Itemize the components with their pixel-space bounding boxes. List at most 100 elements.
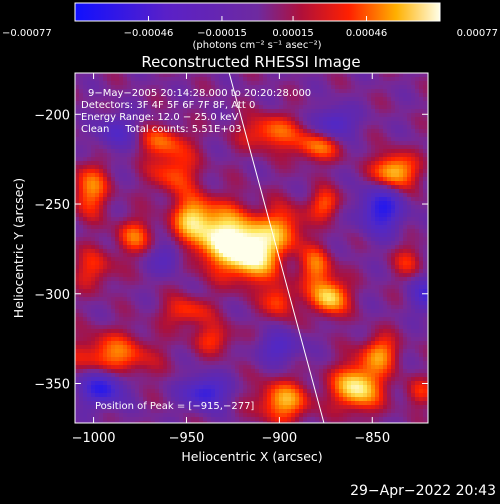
- heatmap-cell: [199, 325, 203, 329]
- heatmap-cell: [211, 305, 215, 309]
- heatmap-cell: [167, 225, 171, 229]
- heatmap-cell: [215, 209, 219, 213]
- heatmap-cell: [171, 213, 175, 217]
- heatmap-cell: [175, 269, 179, 273]
- heatmap-cell: [227, 293, 231, 297]
- heatmap-cell: [179, 233, 183, 237]
- heatmap-cell: [99, 385, 103, 389]
- heatmap-cell: [107, 317, 111, 321]
- heatmap-cell: [267, 137, 271, 141]
- heatmap-cell: [151, 325, 155, 329]
- heatmap-cell: [195, 141, 199, 145]
- heatmap-cell: [139, 281, 143, 285]
- heatmap-cell: [255, 301, 259, 305]
- heatmap-cell: [143, 305, 147, 309]
- heatmap-cell: [251, 265, 255, 269]
- heatmap-cell: [247, 221, 251, 225]
- heatmap-cell: [99, 81, 103, 85]
- heatmap-cell: [151, 165, 155, 169]
- heatmap-cell: [203, 393, 207, 397]
- heatmap-cell: [279, 121, 283, 125]
- heatmap-cell: [295, 181, 299, 185]
- heatmap-cell: [155, 293, 159, 297]
- heatmap-cell: [227, 177, 231, 181]
- heatmap-cell: [115, 265, 119, 269]
- heatmap-cell: [275, 233, 279, 237]
- heatmap-cell: [207, 285, 211, 289]
- heatmap-cell: [231, 237, 235, 241]
- heatmap-cell: [167, 189, 171, 193]
- heatmap-cell: [187, 297, 191, 301]
- heatmap-cell: [87, 305, 91, 309]
- heatmap-cell: [107, 197, 111, 201]
- heatmap-cell: [107, 361, 111, 365]
- heatmap-cell: [75, 257, 79, 261]
- heatmap-cell: [135, 381, 139, 385]
- heatmap-cell: [243, 165, 247, 169]
- heatmap-cell: [183, 245, 187, 249]
- heatmap-cell: [179, 77, 183, 81]
- heatmap-cell: [259, 165, 263, 169]
- heatmap-cell: [91, 169, 95, 173]
- heatmap-cell: [223, 265, 227, 269]
- heatmap-cell: [87, 253, 91, 257]
- heatmap-cell: [263, 225, 267, 229]
- heatmap-cell: [171, 341, 175, 345]
- heatmap-cell: [199, 225, 203, 229]
- heatmap-cell: [255, 321, 259, 325]
- heatmap-cell: [191, 377, 195, 381]
- heatmap-cell: [207, 233, 211, 237]
- heatmap-cell: [275, 329, 279, 333]
- heatmap-cell: [211, 137, 215, 141]
- heatmap-cell: [159, 289, 163, 293]
- heatmap-cell: [255, 133, 259, 137]
- heatmap-cell: [139, 313, 143, 317]
- heatmap-cell: [203, 165, 207, 169]
- heatmap-cell: [219, 365, 223, 369]
- heatmap-cell: [155, 257, 159, 261]
- heatmap-cell: [91, 229, 95, 233]
- heatmap-cell: [255, 289, 259, 293]
- heatmap-cell: [239, 309, 243, 313]
- heatmap-cell: [119, 253, 123, 257]
- heatmap-cell: [179, 333, 183, 337]
- heatmap-cell: [83, 321, 87, 325]
- heatmap-cell: [195, 357, 199, 361]
- heatmap-cell: [187, 301, 191, 305]
- heatmap-cell: [263, 273, 267, 277]
- heatmap-cell: [79, 141, 83, 145]
- heatmap-cell: [275, 153, 279, 157]
- heatmap-cell: [147, 341, 151, 345]
- heatmap-cell: [135, 149, 139, 153]
- heatmap-cell: [167, 361, 171, 365]
- heatmap-cell: [171, 337, 175, 341]
- heatmap-cell: [115, 161, 119, 165]
- heatmap-cell: [171, 173, 175, 177]
- heatmap-cell: [215, 137, 219, 141]
- heatmap-cell: [239, 301, 243, 305]
- heatmap-cell: [179, 293, 183, 297]
- heatmap-cell: [211, 417, 215, 421]
- heatmap-cell: [203, 193, 207, 197]
- heatmap-cell: [263, 109, 267, 113]
- heatmap-cell: [191, 297, 195, 301]
- heatmap-cell: [91, 261, 95, 265]
- heatmap-cell: [179, 265, 183, 269]
- colorbar-tick-label: −0.00015: [197, 28, 247, 39]
- heatmap-cell: [95, 337, 99, 341]
- heatmap-cell: [271, 245, 275, 249]
- heatmap-cell: [203, 261, 207, 265]
- heatmap-cell: [179, 361, 183, 365]
- heatmap-cell: [219, 281, 223, 285]
- heatmap-cell: [211, 301, 215, 305]
- heatmap-cell: [271, 401, 275, 405]
- heatmap-cell: [167, 81, 171, 85]
- heatmap-cell: [235, 277, 239, 281]
- heatmap-cell: [239, 81, 243, 85]
- heatmap-cell: [267, 373, 271, 377]
- heatmap-cell: [143, 213, 147, 217]
- heatmap-cell: [275, 281, 279, 285]
- heatmap-cell: [227, 325, 231, 329]
- heatmap-cell: [119, 269, 123, 273]
- heatmap-cell: [131, 257, 135, 261]
